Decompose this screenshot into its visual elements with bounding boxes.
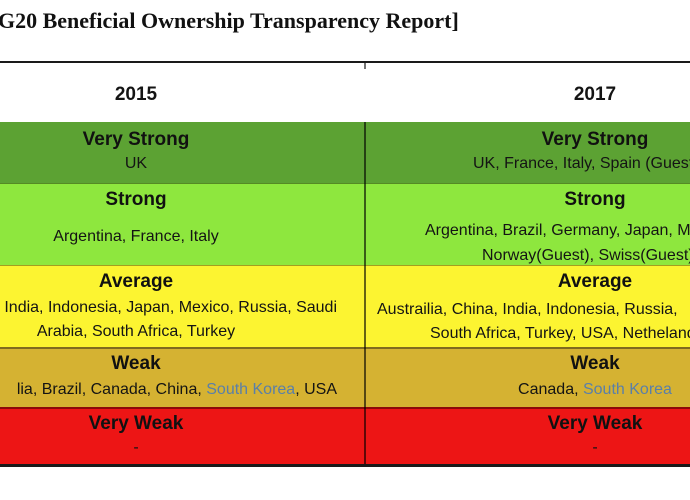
rating-label-weak-2017: Weak <box>570 353 620 374</box>
rating-label-very-strong-2017: Very Strong <box>541 129 649 150</box>
country-list-very-weak-2015: - <box>133 439 139 456</box>
weak-2015-prefix: lia, Brazil, Canada, China, <box>16 381 207 398</box>
band-very-strong <box>0 122 690 183</box>
column-divider <box>364 122 366 464</box>
weak-2015-suffix: , USA <box>295 381 337 398</box>
south-korea-highlight-2015: South Korea <box>206 381 296 398</box>
weak-2017-prefix: Canada, <box>518 381 583 398</box>
rating-label-very-weak-2017: Very Weak <box>547 413 643 434</box>
rating-label-very-weak-2015: Very Weak <box>88 413 184 434</box>
column-header-2017: 2017 <box>573 84 617 105</box>
country-list-very-weak-2017: - <box>592 439 598 456</box>
band-average <box>0 265 690 348</box>
column-divider-tick <box>364 63 366 69</box>
band-weak <box>0 347 690 409</box>
rating-label-average-2017: Average <box>557 271 633 292</box>
country-list-weak-2017: Canada, South Korea <box>365 381 690 399</box>
country-list-strong-2017-line2: Norway(Guest), Swiss(Guest) <box>482 247 690 264</box>
table-top-border <box>0 61 690 63</box>
rating-label-weak-2015: Weak <box>111 353 161 374</box>
country-list-weak-2015: lia, Brazil, Canada, China, South Korea,… <box>17 381 337 399</box>
column-header-2015: 2015 <box>114 84 158 105</box>
country-list-average-2017-line1: Austrailia, China, India, Indonesia, Rus… <box>377 301 678 318</box>
country-list-average-2015-line2: Arabia, South Africa, Turkey <box>36 323 236 340</box>
south-korea-highlight-2017: South Korea <box>582 381 672 398</box>
rating-label-average-2015: Average <box>98 271 174 292</box>
country-list-strong-2017-line1: Argentina, Brazil, Germany, Japan, Mexic… <box>425 222 690 239</box>
country-list-average-2015-line1: India, Indonesia, Japan, Mexico, Russia,… <box>4 299 337 316</box>
country-list-very-strong-2015: UK <box>124 155 148 172</box>
table-bottom-border <box>0 464 690 467</box>
rating-label-strong-2015: Strong <box>105 189 167 210</box>
country-list-average-2017-line2: South Africa, Turkey, USA, Nethelands(Gu… <box>430 325 690 342</box>
country-list-strong-2015: Argentina, France, Italy <box>53 228 219 245</box>
rating-label-strong-2017: Strong <box>564 189 626 210</box>
report-title: G20 Beneficial Ownership Transparency Re… <box>0 8 459 33</box>
country-list-very-strong-2017: UK, France, Italy, Spain (Guest) <box>473 155 690 172</box>
rating-label-very-strong-2015: Very Strong <box>82 129 190 150</box>
band-strong <box>0 183 690 266</box>
band-very-weak <box>0 407 690 467</box>
